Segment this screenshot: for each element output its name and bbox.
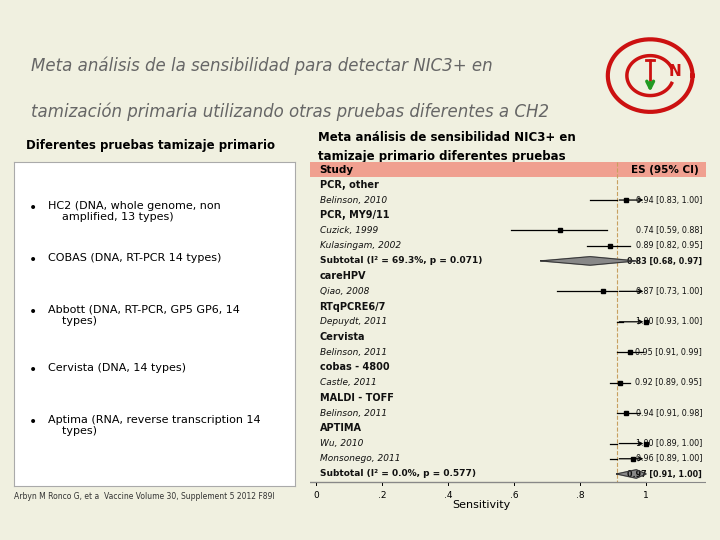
Text: .2: .2 (378, 491, 387, 501)
Text: .6: .6 (510, 491, 518, 501)
Text: Depuydt, 2011: Depuydt, 2011 (320, 318, 387, 326)
Text: Subtotal (I² = 0.0%, p = 0.577): Subtotal (I² = 0.0%, p = 0.577) (320, 469, 475, 478)
Text: Aptima (RNA, reverse transcription 14
    types): Aptima (RNA, reverse transcription 14 ty… (48, 415, 261, 436)
Text: 0.94 [0.91, 0.98]: 0.94 [0.91, 0.98] (636, 409, 702, 417)
Text: Arbyn M Ronco G, et a  Vaccine Volume 30, Supplement 5 2012 F89I: Arbyn M Ronco G, et a Vaccine Volume 30,… (14, 492, 275, 502)
Polygon shape (616, 470, 647, 478)
Text: Castle, 2011: Castle, 2011 (320, 378, 377, 387)
Text: 0.97 [0.91, 1.00]: 0.97 [0.91, 1.00] (627, 469, 702, 478)
Text: 0.83 [0.68, 0.97]: 0.83 [0.68, 0.97] (627, 256, 702, 266)
Text: 0.95 [0.91, 0.99]: 0.95 [0.91, 0.99] (636, 348, 702, 357)
Text: RTqPCRE6/7: RTqPCRE6/7 (320, 301, 386, 312)
Text: Abbott (DNA, RT-PCR, GP5 GP6, 14
    types): Abbott (DNA, RT-PCR, GP5 GP6, 14 types) (48, 305, 240, 326)
Text: tamizaje primario diferentes pruebas: tamizaje primario diferentes pruebas (318, 150, 565, 163)
Text: Belinson, 2011: Belinson, 2011 (320, 409, 387, 417)
Text: Sensitivity: Sensitivity (452, 500, 510, 510)
Text: COBAS (DNA, RT-PCR 14 types): COBAS (DNA, RT-PCR 14 types) (48, 253, 222, 263)
Text: ES (95% CI): ES (95% CI) (631, 165, 699, 174)
Text: Diferentes pruebas tamizaje primario: Diferentes pruebas tamizaje primario (26, 139, 274, 152)
Text: 0.96 [0.89, 1.00]: 0.96 [0.89, 1.00] (636, 454, 702, 463)
Text: •: • (29, 415, 37, 429)
Text: cobas - 4800: cobas - 4800 (320, 362, 389, 373)
Text: 0.74 [0.59, 0.88]: 0.74 [0.59, 0.88] (636, 226, 702, 235)
Text: HC2 (DNA, whole genome, non
    amplified, 13 types): HC2 (DNA, whole genome, non amplified, 1… (48, 201, 221, 222)
Text: N: N (669, 64, 682, 79)
Text: Wu, 2010: Wu, 2010 (320, 439, 363, 448)
Text: 1: 1 (644, 491, 649, 501)
Text: Belinson, 2011: Belinson, 2011 (320, 348, 387, 357)
Text: 0.92 [0.89, 0.95]: 0.92 [0.89, 0.95] (636, 378, 702, 387)
Text: Cuzick, 1999: Cuzick, 1999 (320, 226, 378, 235)
Text: 1.00 [0.89, 1.00]: 1.00 [0.89, 1.00] (636, 439, 702, 448)
Text: APTIMA: APTIMA (320, 423, 361, 433)
Bar (310, 162, 706, 177)
Text: Meta análisis de sensibilidad NIC3+ en: Meta análisis de sensibilidad NIC3+ en (318, 131, 575, 144)
Text: Qiao, 2008: Qiao, 2008 (320, 287, 369, 296)
Text: PCR, other: PCR, other (320, 180, 379, 190)
Text: MALDI - TOFF: MALDI - TOFF (320, 393, 393, 403)
Polygon shape (541, 256, 636, 265)
Text: •: • (29, 253, 37, 267)
Text: Kulasingam, 2002: Kulasingam, 2002 (320, 241, 400, 250)
Text: •: • (29, 363, 37, 377)
Text: careHPV: careHPV (320, 271, 366, 281)
Text: •: • (29, 201, 37, 215)
Text: 0.89 [0.82, 0.95]: 0.89 [0.82, 0.95] (636, 241, 702, 250)
Text: Subtotal (I² = 69.3%, p = 0.071): Subtotal (I² = 69.3%, p = 0.071) (320, 256, 482, 266)
Text: .8: .8 (576, 491, 585, 501)
Text: tamización primaria utilizando otras pruebas diferentes a CH2: tamización primaria utilizando otras pru… (31, 103, 549, 121)
Text: 0: 0 (313, 491, 319, 501)
Text: •: • (29, 305, 37, 319)
Text: 1.00 [0.93, 1.00]: 1.00 [0.93, 1.00] (636, 318, 702, 326)
Text: Meta análisis de la sensibilidad para detectar NIC3+ en: Meta análisis de la sensibilidad para de… (31, 57, 492, 75)
Text: .4: .4 (444, 491, 452, 501)
Text: Belinson, 2010: Belinson, 2010 (320, 195, 387, 205)
Text: 0.94 [0.83, 1.00]: 0.94 [0.83, 1.00] (636, 195, 702, 205)
Text: Study: Study (320, 165, 354, 174)
Text: Cervista: Cervista (320, 332, 365, 342)
Text: PCR, MY9/11: PCR, MY9/11 (320, 210, 389, 220)
Text: 0.87 [0.73, 1.00]: 0.87 [0.73, 1.00] (636, 287, 702, 296)
Text: Cervista (DNA, 14 types): Cervista (DNA, 14 types) (48, 363, 186, 373)
Text: Monsonego, 2011: Monsonego, 2011 (320, 454, 400, 463)
